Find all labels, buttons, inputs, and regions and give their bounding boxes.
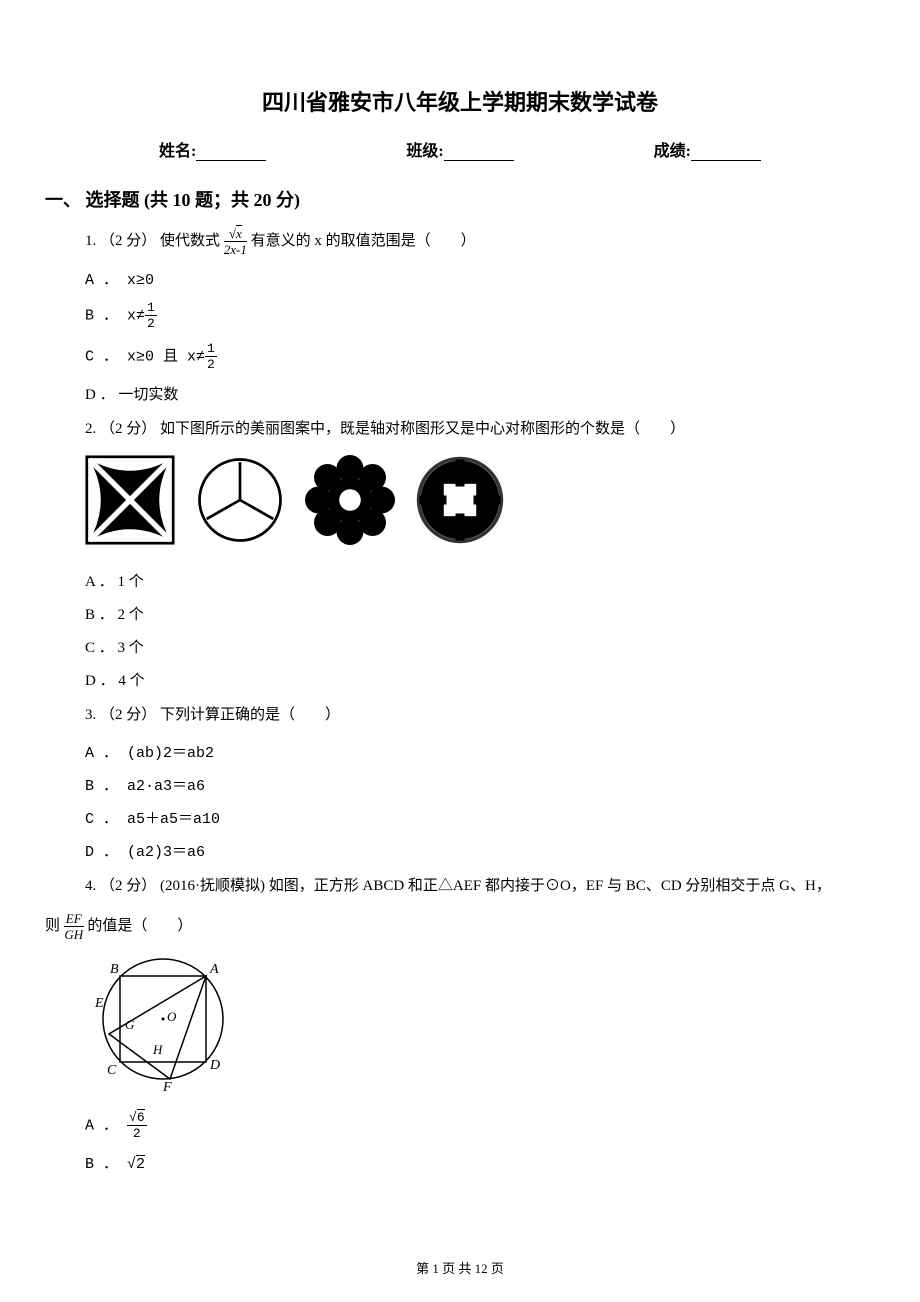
label-C: C — [107, 1063, 117, 1078]
q4-option-b: B ． √2 — [85, 1152, 875, 1173]
q1-option-a: A ． x≥0 — [85, 268, 875, 289]
q2-option-c: C ． 3 个 — [85, 636, 875, 657]
q4-option-a: A ． √62 — [85, 1111, 875, 1140]
q1-text-a: 1. （2 分） 使代数式 — [85, 233, 220, 249]
name-label: 姓名: — [159, 143, 196, 160]
q4-fraction: EF GH — [64, 912, 84, 941]
q3-option-c: C ． a5＋a5＝a10 — [85, 807, 875, 828]
label-G: G — [125, 1017, 135, 1032]
question-1: 1. （2 分） 使代数式 √x 2x-1 有意义的 x 的取值范围是（ ） — [85, 227, 875, 256]
score-label: 成绩: — [654, 143, 691, 160]
q3-option-b: B ． a2·a3＝a6 — [85, 774, 875, 795]
q1-frac-num: √x — [224, 227, 247, 242]
q4-opta-den: 2 — [127, 1126, 147, 1140]
q1-frac-den: 2x-1 — [224, 242, 247, 256]
geometry-icon: A B C D E F G H O — [85, 949, 245, 1094]
sqrt-x-inner: x — [236, 225, 242, 241]
question-2: 2. （2 分） 如下图所示的美丽图案中，既是轴对称图形又是中心对称图形的个数是… — [85, 416, 875, 443]
class-field: 班级: — [406, 137, 513, 161]
score-underline — [691, 160, 761, 161]
q1-fraction: √x 2x-1 — [224, 227, 247, 256]
q1-optc-prefix: C ． x≥0 且 x≠ — [85, 348, 205, 365]
label-E: E — [94, 996, 104, 1011]
name-field: 姓名: — [159, 137, 266, 161]
q1-optc-frac: 12 — [205, 342, 217, 371]
q4-opta-num: √6 — [127, 1111, 147, 1126]
label-O: O — [167, 1009, 177, 1024]
q1-optb-den: 2 — [145, 316, 157, 330]
pattern-2-icon — [195, 455, 285, 545]
class-label: 班级: — [406, 143, 443, 160]
q4-frac-num: EF — [64, 912, 84, 927]
q1-text-b: 有意义的 x 的取值范围是（ ） — [251, 233, 476, 249]
q1-option-b: B ． x≠12 — [85, 301, 875, 330]
q1-optc-num: 1 — [205, 342, 217, 357]
q3-option-d: D ． (a2)3＝a6 — [85, 840, 875, 861]
label-B: B — [110, 962, 119, 977]
page-footer: 第 1 页 共 12 页 — [0, 1258, 920, 1277]
label-F: F — [162, 1080, 172, 1094]
question-4a: 4. （2 分） (2016·抚顺模拟) 如图，正方形 ABCD 和正△AEF … — [85, 873, 875, 900]
q1-optb-num: 1 — [145, 301, 157, 316]
q4-geometry: A B C D E F G H O — [85, 949, 875, 1099]
score-field: 成绩: — [654, 137, 761, 161]
page-title: 四川省雅安市八年级上学期期末数学试卷 — [45, 85, 875, 117]
question-4b: 则 EF GH 的值是（ ） — [45, 912, 875, 941]
q2-option-d: D ． 4 个 — [85, 669, 875, 690]
sqrt-x: √ — [229, 226, 236, 241]
label-D: D — [209, 1058, 220, 1073]
pattern-4-icon — [415, 455, 505, 545]
q2-option-b: B ． 2 个 — [85, 603, 875, 624]
q1-option-d: D ． 一切实数 — [85, 383, 875, 404]
page-root: 四川省雅安市八年级上学期期末数学试卷 姓名: 班级: 成绩: 一、 选择题 (共… — [0, 0, 920, 1215]
pattern-1-icon — [85, 455, 175, 545]
q4-frac-den: GH — [64, 927, 84, 941]
q1-optb-prefix: B ． x≠ — [85, 307, 145, 324]
q1-option-c: C ． x≥0 且 x≠12 — [85, 342, 875, 371]
info-row: 姓名: 班级: 成绩: — [45, 137, 875, 161]
q4-prefix: 则 — [45, 918, 64, 934]
section-1-header: 一、 选择题 (共 10 题；共 20 分) — [45, 186, 875, 212]
q3-option-a: A ． (ab)2＝ab2 — [85, 741, 875, 762]
label-A: A — [209, 962, 219, 977]
q4-opta-prefix: A ． — [85, 1117, 127, 1134]
pattern-3-icon — [305, 455, 395, 545]
name-underline — [196, 160, 266, 161]
q4-suffix: 的值是（ ） — [87, 918, 192, 934]
q2-option-a: A ． 1 个 — [85, 570, 875, 591]
label-H: H — [152, 1042, 163, 1057]
q4-optb-text: B ． √2 — [85, 1155, 145, 1173]
q1-optb-frac: 12 — [145, 301, 157, 330]
q2-patterns — [85, 455, 875, 545]
question-3: 3. （2 分） 下列计算正确的是（ ） — [85, 702, 875, 729]
q4-opta-frac: √62 — [127, 1111, 147, 1140]
q1-optc-den: 2 — [205, 357, 217, 371]
class-underline — [444, 160, 514, 161]
